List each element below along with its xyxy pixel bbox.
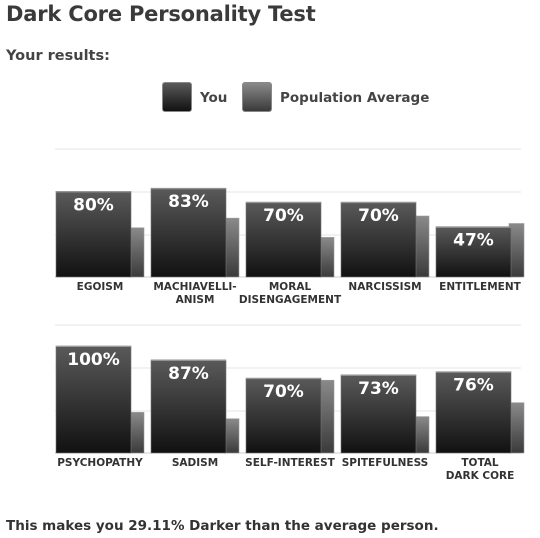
bar-you xyxy=(150,187,227,278)
bar-you xyxy=(55,345,132,454)
category-label: PSYCHOPATHY xyxy=(57,457,143,469)
category-label-line: MACHIAVELLI- xyxy=(153,281,236,293)
result-summary: This makes you 29.11% Darker than the av… xyxy=(6,518,439,534)
bar-you xyxy=(55,191,132,278)
bar-value-label: 70% xyxy=(263,206,304,226)
legend-swatch-population xyxy=(242,82,272,112)
category-label: MORAL DISENGAGEMENT xyxy=(239,281,342,306)
bar-you xyxy=(340,374,417,454)
category-label-line: MORAL xyxy=(269,281,312,293)
bar-you xyxy=(150,359,227,454)
category-label: TOTAL DARK CORE xyxy=(446,457,515,482)
bar-you xyxy=(340,201,417,278)
category-label-line: SADISM xyxy=(172,457,218,469)
category-label: NARCISSISM xyxy=(348,281,421,293)
legend-label-you: You xyxy=(200,90,228,106)
category-label-line: SELF-INTEREST xyxy=(245,457,335,469)
bar-value-label: 70% xyxy=(263,382,304,402)
bar-value-label: 47% xyxy=(453,231,494,251)
category-label: EGOISM xyxy=(77,281,124,293)
category-label-line: PSYCHOPATHY xyxy=(57,457,143,469)
category-label-line: TOTAL xyxy=(461,457,499,469)
bar-you xyxy=(245,377,322,454)
bar-value-label: 76% xyxy=(453,376,494,396)
bar-value-label: 73% xyxy=(358,379,399,399)
category-label-line: EGOISM xyxy=(77,281,124,293)
bar-value-label: 100% xyxy=(67,350,120,370)
category-label-line: ENTITLEMENT xyxy=(439,281,521,293)
category-label: ENTITLEMENT xyxy=(439,281,521,293)
bar-you xyxy=(435,226,512,278)
results-subtitle: Your results: xyxy=(6,48,110,64)
category-label-line: ANISM xyxy=(176,294,215,306)
category-label-line: DARK CORE xyxy=(446,470,515,482)
legend-label-population: Population Average xyxy=(280,90,430,106)
bar-value-label: 80% xyxy=(73,195,114,215)
bar-you xyxy=(435,371,512,454)
bar-you xyxy=(245,201,322,278)
category-label: SPITEFULNESS xyxy=(342,457,429,469)
category-label: MACHIAVELLI-ANISM xyxy=(153,281,236,306)
legend-swatch-you xyxy=(162,82,192,112)
category-label: SADISM xyxy=(172,457,218,469)
category-label-line: NARCISSISM xyxy=(348,281,421,293)
bar-value-label: 87% xyxy=(168,364,209,384)
category-label: SELF-INTEREST xyxy=(245,457,335,469)
page-title: Dark Core Personality Test xyxy=(6,2,316,26)
category-label-line: SPITEFULNESS xyxy=(342,457,429,469)
bar-value-label: 83% xyxy=(168,192,209,212)
category-label-line: DISENGAGEMENT xyxy=(239,294,342,306)
bar-value-label: 70% xyxy=(358,206,399,226)
